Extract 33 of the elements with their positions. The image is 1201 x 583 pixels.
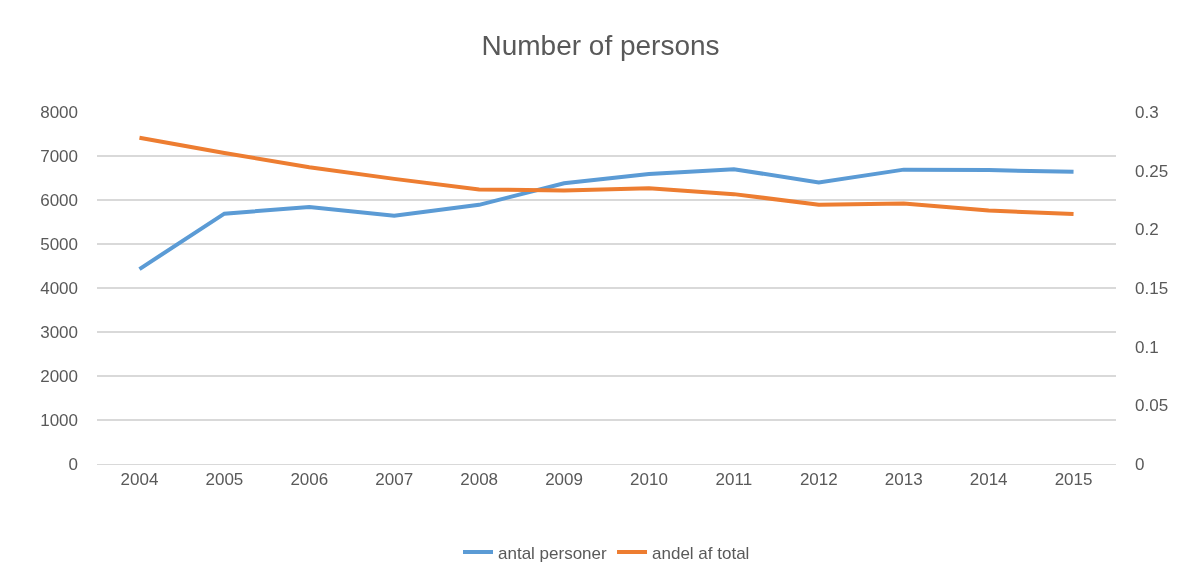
y-tick-label: 2000 — [40, 366, 78, 386]
y2-tick-label: 0.15 — [1135, 278, 1169, 298]
x-tick-label: 2010 — [630, 470, 668, 490]
legend-label: andel af total — [652, 543, 750, 563]
line-series — [137, 167, 1076, 272]
y2-tick-label: 0.05 — [1135, 396, 1169, 416]
x-tick-label: 2005 — [205, 470, 244, 490]
y-tick-label: 7000 — [40, 146, 78, 166]
y-tick-label: 1000 — [40, 410, 78, 430]
x-tick-label: 2012 — [799, 470, 838, 490]
x-tick-label: 2011 — [715, 470, 753, 490]
y-tick-label: 0 — [68, 454, 78, 474]
y-tick-label: 4000 — [40, 278, 78, 298]
x-tick-label: 2009 — [545, 470, 583, 490]
y-tick-label: 3000 — [40, 322, 78, 342]
y2-tick-label: 0.1 — [1135, 337, 1159, 357]
x-tick-label: 2015 — [1054, 470, 1093, 490]
x-tick-label: 2007 — [375, 470, 414, 490]
line-series — [137, 135, 1076, 217]
legend-label: antal personer — [498, 543, 608, 563]
y2-tick-label: 0.3 — [1135, 102, 1159, 122]
x-tick-label: 2013 — [884, 470, 923, 490]
chart-title: Number of persons — [481, 29, 720, 61]
y-tick-label: 5000 — [40, 234, 78, 254]
x-tick-label: 2004 — [120, 470, 159, 490]
x-tick-label: 2008 — [460, 470, 499, 490]
x-tick-label: 2006 — [290, 470, 329, 490]
y-tick-label: 8000 — [40, 102, 78, 122]
y2-tick-label: 0.2 — [1135, 220, 1159, 240]
x-tick-label: 2014 — [969, 470, 1008, 490]
y-tick-label: 6000 — [40, 190, 78, 210]
y2-tick-label: 0.25 — [1135, 161, 1169, 181]
y2-tick-label: 0 — [1135, 454, 1145, 474]
